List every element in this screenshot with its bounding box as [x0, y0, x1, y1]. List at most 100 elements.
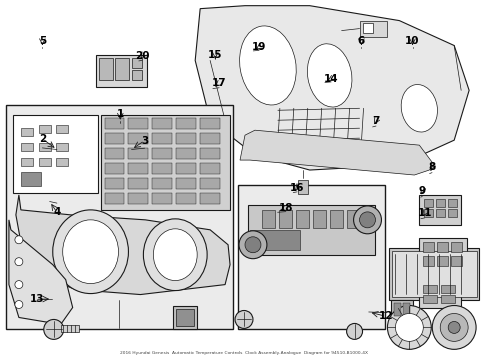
Bar: [152, 163, 172, 174]
Text: 2: 2: [39, 134, 46, 144]
Bar: [436, 242, 447, 252]
Bar: [200, 163, 220, 174]
Bar: [115, 58, 129, 80]
Bar: [362, 23, 372, 32]
Bar: [104, 118, 124, 129]
Text: 17: 17: [211, 78, 226, 88]
Bar: [104, 193, 124, 204]
Ellipse shape: [239, 231, 266, 259]
Bar: [419, 238, 466, 272]
Bar: [99, 58, 112, 80]
Text: 2016 Hyundai Genesis  Automatic Temperature Controls  Clock Assembly-Analogue  D: 2016 Hyundai Genesis Automatic Temperatu…: [120, 351, 367, 355]
Bar: [403, 302, 409, 316]
Bar: [278, 210, 291, 228]
Bar: [435, 199, 444, 207]
Text: 6: 6: [357, 36, 364, 46]
Text: 13: 13: [30, 294, 44, 304]
Bar: [128, 193, 148, 204]
Bar: [176, 178, 196, 189]
Polygon shape: [16, 195, 229, 294]
Bar: [297, 180, 307, 194]
Text: 9: 9: [418, 186, 425, 196]
Bar: [95, 55, 147, 87]
Text: 16: 16: [289, 183, 304, 193]
Bar: [128, 118, 148, 129]
Bar: [21, 128, 33, 136]
Bar: [200, 118, 220, 129]
Ellipse shape: [15, 280, 23, 289]
Bar: [419, 282, 460, 307]
Bar: [447, 199, 456, 207]
Text: 11: 11: [417, 208, 431, 218]
Bar: [104, 178, 124, 189]
Bar: [200, 178, 220, 189]
Ellipse shape: [439, 314, 467, 341]
Polygon shape: [195, 6, 468, 170]
Ellipse shape: [15, 258, 23, 266]
Bar: [388, 248, 478, 300]
Bar: [262, 210, 274, 228]
Ellipse shape: [447, 321, 459, 333]
Bar: [424, 199, 432, 207]
Bar: [104, 148, 124, 159]
Bar: [390, 300, 412, 319]
Bar: [21, 143, 33, 151]
Ellipse shape: [235, 310, 252, 328]
Text: 10: 10: [405, 36, 419, 46]
Ellipse shape: [386, 306, 430, 349]
Bar: [436, 256, 447, 266]
Bar: [346, 210, 359, 228]
Bar: [176, 163, 196, 174]
Bar: [152, 178, 172, 189]
Bar: [200, 193, 220, 204]
Bar: [61, 325, 79, 332]
Bar: [200, 148, 220, 159]
Bar: [176, 309, 194, 327]
Bar: [176, 133, 196, 144]
Bar: [423, 285, 436, 293]
Bar: [424, 209, 432, 217]
Ellipse shape: [431, 306, 475, 349]
Ellipse shape: [400, 85, 437, 132]
Bar: [21, 158, 33, 166]
Bar: [152, 193, 172, 204]
Text: 4: 4: [53, 207, 61, 217]
Ellipse shape: [239, 26, 296, 105]
Text: 8: 8: [427, 162, 435, 172]
Text: 20: 20: [135, 51, 149, 61]
Bar: [128, 133, 148, 144]
Ellipse shape: [53, 210, 128, 293]
Text: 5: 5: [39, 36, 46, 46]
Bar: [249, 230, 299, 250]
Bar: [359, 21, 386, 37]
Bar: [450, 256, 461, 266]
Bar: [152, 118, 172, 129]
Ellipse shape: [244, 237, 261, 253]
Bar: [56, 143, 67, 151]
Ellipse shape: [307, 44, 351, 107]
Ellipse shape: [15, 236, 23, 244]
Bar: [104, 133, 124, 144]
Bar: [329, 210, 342, 228]
Bar: [447, 209, 456, 217]
Bar: [39, 143, 51, 151]
Text: 1: 1: [117, 109, 123, 119]
Bar: [21, 172, 41, 186]
Bar: [312, 210, 325, 228]
Ellipse shape: [395, 314, 423, 341]
Bar: [104, 163, 124, 174]
Bar: [392, 251, 476, 297]
Bar: [132, 58, 142, 68]
Bar: [56, 125, 67, 133]
Polygon shape: [9, 220, 73, 324]
Bar: [450, 242, 461, 252]
Bar: [128, 148, 148, 159]
Bar: [440, 294, 454, 302]
Bar: [128, 178, 148, 189]
Polygon shape: [240, 130, 433, 175]
Ellipse shape: [359, 212, 375, 228]
Bar: [419, 195, 460, 225]
Bar: [238, 185, 385, 329]
Ellipse shape: [153, 229, 197, 280]
Bar: [101, 115, 229, 210]
